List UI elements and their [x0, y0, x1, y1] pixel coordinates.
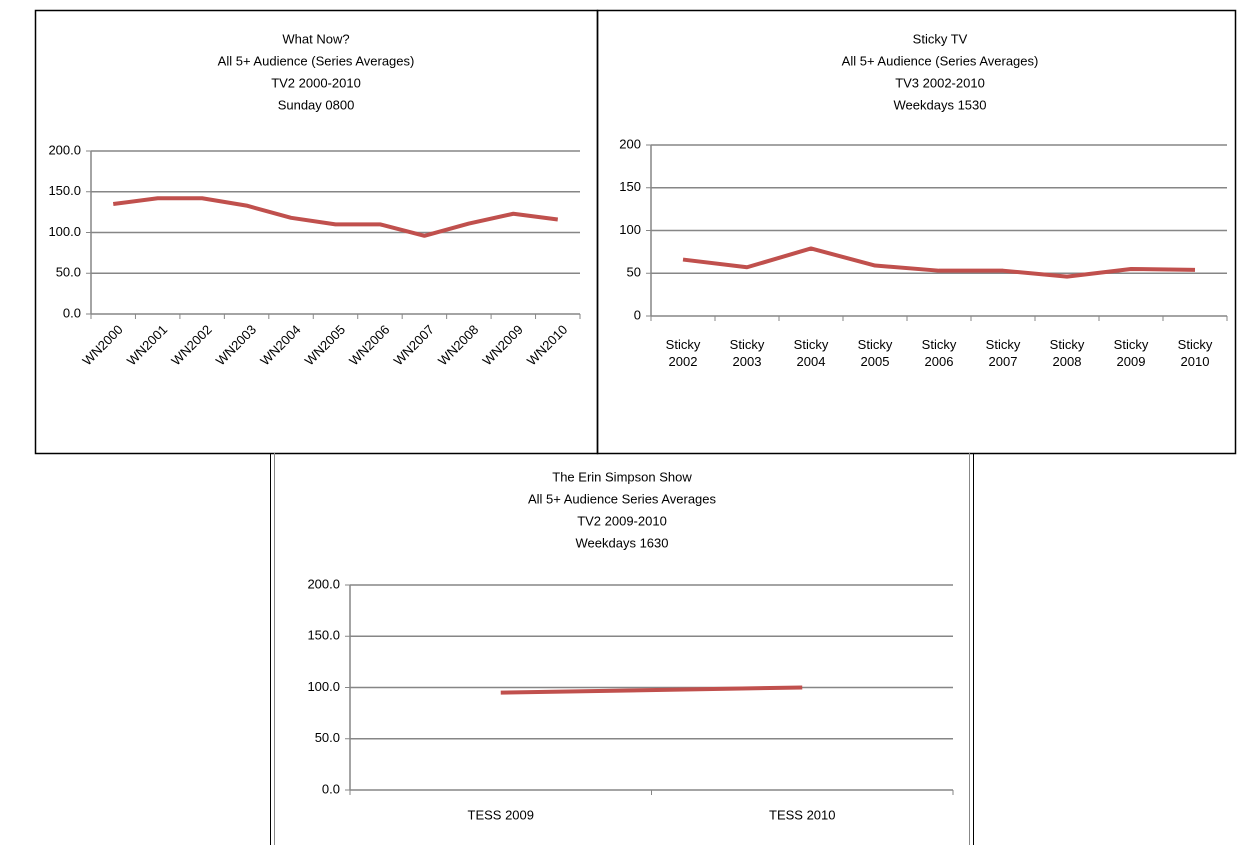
chart-title: TV2 2009-2010 [577, 513, 667, 528]
chart-border [596, 9, 1237, 455]
y-tick-label: 0.0 [322, 781, 340, 796]
x-tick-label: Sticky 2008 [1049, 337, 1085, 369]
x-tick-label: Sticky 2003 [729, 337, 765, 369]
chart-title: TV3 2002-2010 [895, 75, 985, 90]
y-tick-label: 50.0 [315, 730, 340, 745]
x-tick-label-box: Sticky 2004 [793, 337, 829, 369]
chart-title: TV2 2000-2010 [271, 75, 361, 90]
x-tick-label: WN2010 [524, 322, 570, 368]
chart-title: Sunday 0800 [278, 97, 355, 112]
x-tick-label-box: Sticky 2005 [857, 337, 893, 369]
x-tick-label-box: Sticky 2008 [1049, 337, 1085, 369]
chart-title: Sticky TV [913, 31, 968, 46]
line [112, 196, 559, 238]
y-tick-label: 200.0 [48, 142, 81, 157]
x-tick-label: WN2005 [302, 322, 348, 368]
chart-title: All 5+ Audience (Series Averages) [218, 53, 415, 68]
x-tick-label: WN2003 [213, 322, 259, 368]
x-tick-label-box: Sticky 2003 [729, 337, 765, 369]
x-tick-label: TESS 2010 [769, 807, 836, 822]
line [682, 246, 1196, 279]
x-tick-label: WN2002 [168, 322, 214, 368]
x-tick-label: Sticky 2004 [793, 337, 829, 369]
y-tick-label: 200.0 [307, 576, 340, 591]
y-tick-label: 150.0 [48, 183, 81, 198]
x-tick-label: TESS 2009 [468, 807, 535, 822]
x-tick-label: Sticky 2010 [1177, 337, 1213, 369]
chart-title: Weekdays 1530 [894, 97, 987, 112]
x-tick-label: WN2000 [79, 322, 125, 368]
x-tick-label: WN2008 [435, 322, 481, 368]
x-tick-label: Sticky 2009 [1113, 337, 1149, 369]
y-tick-label: 50 [627, 265, 641, 280]
x-tick-label: WN2007 [391, 322, 437, 368]
x-tick-label: WN2004 [257, 322, 303, 368]
x-tick-label-box: Sticky 2002 [665, 337, 701, 369]
x-tick-label-box: Sticky 2009 [1113, 337, 1149, 369]
chart-title: All 5+ Audience Series Averages [528, 491, 717, 506]
y-tick-label: 150.0 [307, 628, 340, 643]
chart-title: The Erin Simpson Show [552, 469, 692, 484]
x-tick-label-box: Sticky 2007 [985, 337, 1021, 369]
x-tick-label: Sticky 2007 [985, 337, 1021, 369]
x-tick-label: WN2006 [346, 322, 392, 368]
y-tick-label: 200 [619, 136, 641, 151]
x-tick-label: Sticky 2005 [857, 337, 893, 369]
line [500, 685, 803, 695]
chart-title: Weekdays 1630 [576, 535, 669, 550]
chart-title: What Now? [282, 31, 349, 46]
x-tick-label: Sticky 2006 [921, 337, 957, 369]
y-tick-label: 0.0 [63, 305, 81, 320]
x-tick-label: WN2009 [479, 322, 525, 368]
y-tick-label: 100.0 [48, 224, 81, 239]
y-tick-label: 50.0 [56, 265, 81, 280]
y-tick-label: 100.0 [307, 679, 340, 694]
x-tick-label-box: Sticky 2010 [1177, 337, 1213, 369]
y-tick-label: 100 [619, 222, 641, 237]
y-tick-label: 150 [619, 179, 641, 194]
y-tick-label: 0 [634, 307, 641, 322]
x-tick-label: WN2001 [124, 322, 170, 368]
x-tick-label: Sticky 2002 [665, 337, 701, 369]
chart-title: All 5+ Audience (Series Averages) [842, 53, 1039, 68]
x-tick-label-box: Sticky 2006 [921, 337, 957, 369]
